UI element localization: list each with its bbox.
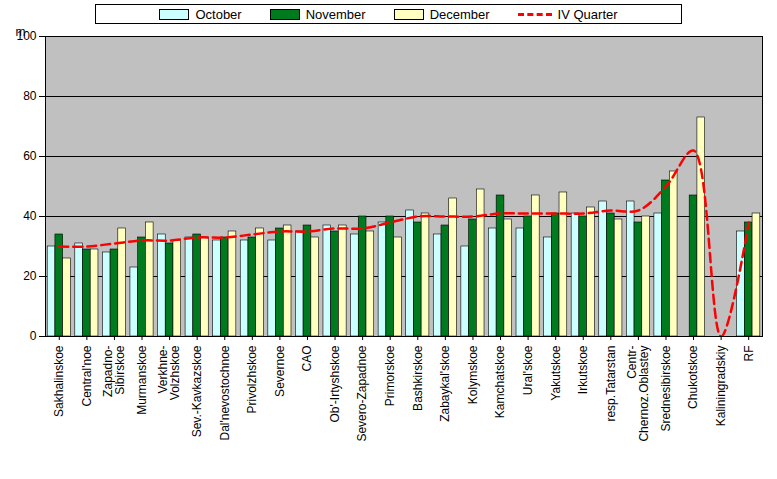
svg-text:Irkutskoe: Irkutskoe xyxy=(576,345,590,394)
svg-text:20: 20 xyxy=(23,269,37,283)
svg-text:Chukotskoe: Chukotskoe xyxy=(686,345,700,409)
svg-text:CAO: CAO xyxy=(300,346,314,372)
svg-text:Murmanskoe: Murmanskoe xyxy=(135,345,149,415)
html-text:December: December xyxy=(429,6,490,22)
svg-text:Zapadno-Sibirskoe: Zapadno-Sibirskoe xyxy=(101,345,127,397)
svg-text:Sev.-Kavkazskoe: Sev.-Kavkazskoe xyxy=(190,345,204,437)
svg-text:Ural'skoe: Ural'skoe xyxy=(521,345,535,395)
html-text:IV Quarter: IV Quarter xyxy=(557,6,618,22)
svg-text:Kamchatskoe: Kamchatskoe xyxy=(493,345,507,418)
svg-text:Yakutskoe: Yakutskoe xyxy=(549,345,563,400)
svg-text:Severnoe: Severnoe xyxy=(273,345,287,397)
svg-text:resp.Tatarstan: resp.Tatarstan xyxy=(604,346,618,422)
svg-text:100: 100 xyxy=(16,29,37,44)
svg-text:Kolymskoe: Kolymskoe xyxy=(466,345,480,404)
svg-text:Kaliningradskiy: Kaliningradskiy xyxy=(714,346,728,427)
svg-text:Primorskoe: Primorskoe xyxy=(383,345,397,406)
svg-text:Ob'-Irtyshskoe: Ob'-Irtyshskoe xyxy=(328,345,342,422)
svg-text:60: 60 xyxy=(23,149,37,163)
html-text:November: November xyxy=(305,6,366,22)
svg-text:Verkhne-Volzhskoe: Verkhne-Volzhskoe xyxy=(156,345,182,400)
svg-text:Sakhalinskoe: Sakhalinskoe xyxy=(52,345,66,417)
svg-text:m: m xyxy=(16,25,26,39)
svg-text:RF: RF xyxy=(742,346,756,362)
svg-text:Centr-Chernoz.Oblastey: Centr-Chernoz.Oblastey xyxy=(625,346,651,442)
svg-text:Zabaykal'skoe: Zabaykal'skoe xyxy=(438,345,452,422)
svg-text:Privolzhskoe: Privolzhskoe xyxy=(245,345,259,413)
svg-text:0: 0 xyxy=(30,329,37,343)
svg-text:40: 40 xyxy=(23,209,37,223)
svg-text:80: 80 xyxy=(23,89,37,103)
svg-text:Srednesibirskoe: Srednesibirskoe xyxy=(659,345,673,431)
svg-text:Severo-Zapadnoe: Severo-Zapadnoe xyxy=(355,345,369,441)
svg-text:Bashkirskoe: Bashkirskoe xyxy=(411,345,425,411)
svg-text:Dal'nevostochnoe: Dal'nevostochnoe xyxy=(218,345,232,440)
svg-text:Central'noe: Central'noe xyxy=(80,345,94,406)
html-text:October: October xyxy=(195,6,242,22)
